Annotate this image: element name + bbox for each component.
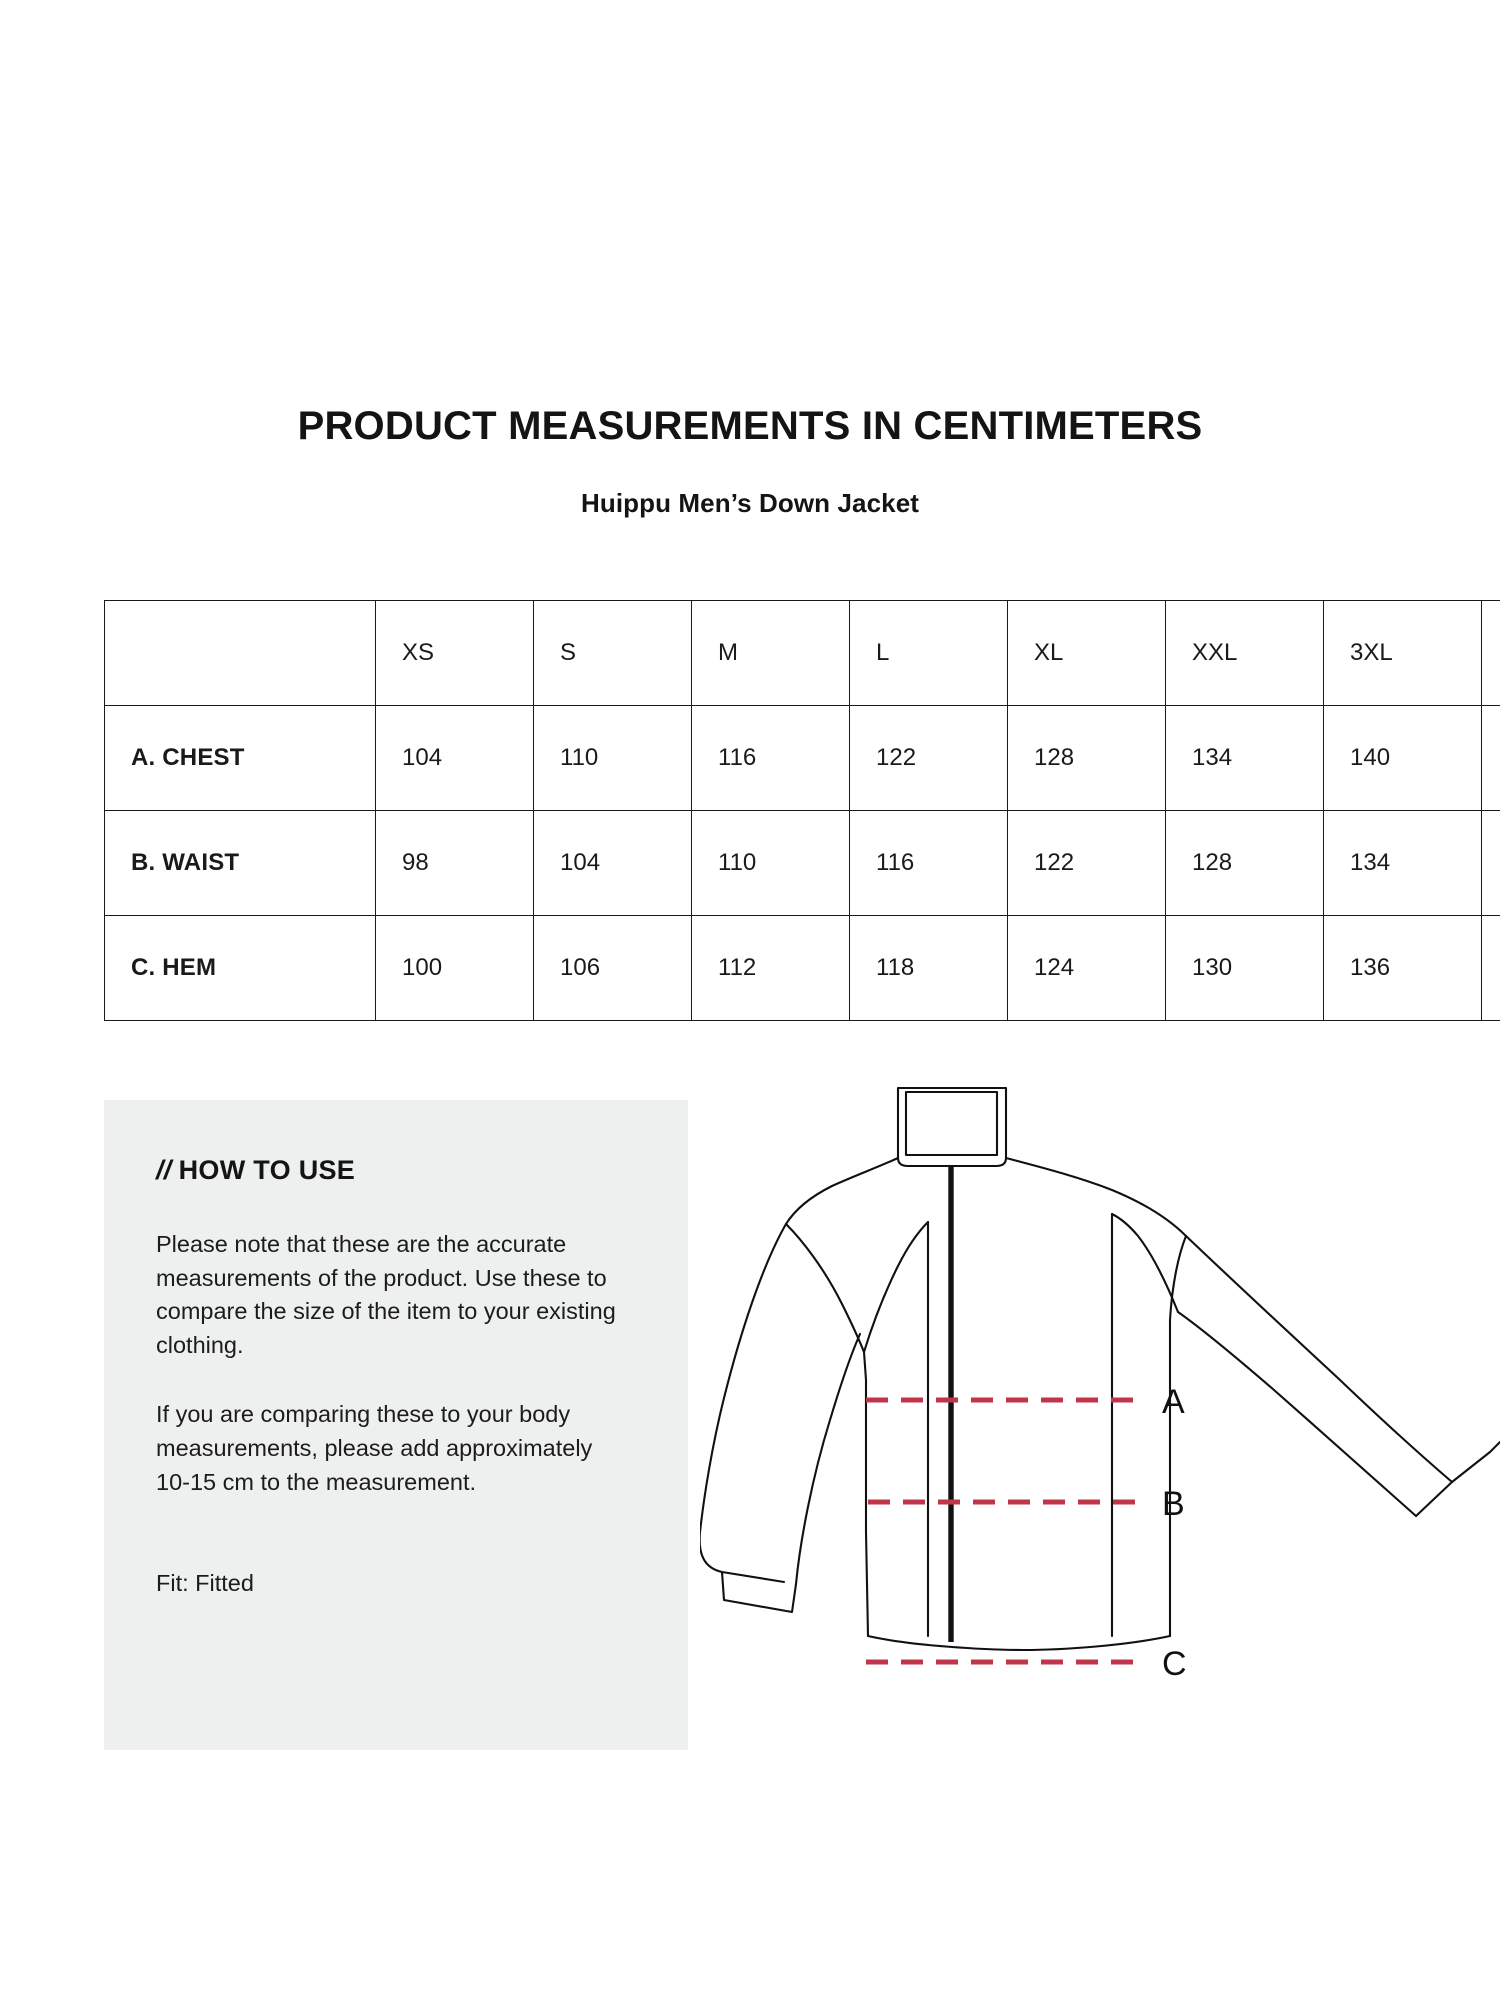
- row-label-hem: C. HEM: [104, 915, 376, 1021]
- cell-hem-3xl: 136: [1323, 915, 1482, 1021]
- cell-waist-s: 104: [533, 810, 692, 916]
- cell-hem-s: 106: [533, 915, 692, 1021]
- jacket-diagram: A B C: [700, 1080, 1500, 1780]
- column-header-xxl: XXL: [1165, 600, 1324, 706]
- cell-waist-4xl: 140: [1481, 810, 1500, 916]
- cell-waist-xs: 98: [375, 810, 534, 916]
- table-row: B. WAIST 98 104 110 116 122 128 134 140: [104, 810, 1500, 916]
- table-body: A. CHEST 104 110 116 122 128 134 140 146…: [104, 705, 1500, 1021]
- table-row: C. HEM 100 106 112 118 124 130 136 142: [104, 915, 1500, 1021]
- cell-chest-4xl: 146: [1481, 705, 1500, 811]
- table-header-row: XS S M L XL XXL 3XL 4XL: [104, 600, 1500, 706]
- how-to-use-heading: //HOW TO USE: [156, 1155, 632, 1186]
- cell-waist-xxl: 128: [1165, 810, 1324, 916]
- cell-waist-l: 116: [849, 810, 1008, 916]
- table-head: XS S M L XL XXL 3XL 4XL: [104, 600, 1500, 706]
- jacket-outline-icon: [700, 1086, 1500, 1652]
- product-name-subtitle: Huippu Men’s Down Jacket: [580, 488, 920, 518]
- cell-chest-s: 110: [533, 705, 692, 811]
- column-header-s: S: [533, 600, 692, 706]
- measurement-label-c: C: [1162, 1645, 1187, 1683]
- column-header-4xl: 4XL: [1481, 600, 1500, 706]
- row-label-waist: B. WAIST: [104, 810, 376, 916]
- column-header-xl: XL: [1007, 600, 1166, 706]
- cell-chest-xl: 128: [1007, 705, 1166, 811]
- measurement-label-b: B: [1162, 1485, 1185, 1523]
- table-row: A. CHEST 104 110 116 122 128 134 140 146: [104, 705, 1500, 811]
- cell-hem-l: 118: [849, 915, 1008, 1021]
- column-header-xs: XS: [375, 600, 534, 706]
- cell-chest-l: 122: [849, 705, 1008, 811]
- how-to-use-panel: //HOW TO USE Please note that these are …: [104, 1100, 688, 1750]
- page-title: PRODUCT MEASUREMENTS IN CENTIMETERS: [297, 404, 1203, 448]
- column-header-3xl: 3XL: [1323, 600, 1482, 706]
- cell-waist-3xl: 134: [1323, 810, 1482, 916]
- cell-chest-xxl: 134: [1165, 705, 1324, 811]
- cell-chest-3xl: 140: [1323, 705, 1482, 811]
- how-to-use-paragraph-1: Please note that these are the accurate …: [156, 1231, 616, 1358]
- measurements-table: XS S M L XL XXL 3XL 4XL A. CHEST 104 110…: [104, 600, 1500, 1021]
- table-corner-header: [104, 600, 376, 706]
- cell-hem-xxl: 130: [1165, 915, 1324, 1021]
- measurements-table-container: XS S M L XL XXL 3XL 4XL A. CHEST 104 110…: [104, 600, 1500, 1021]
- measurement-label-a: A: [1162, 1383, 1185, 1421]
- cell-waist-xl: 122: [1007, 810, 1166, 916]
- cell-hem-4xl: 142: [1481, 915, 1500, 1021]
- row-label-chest: A. CHEST: [104, 705, 376, 811]
- column-header-l: L: [849, 600, 1008, 706]
- cell-waist-m: 110: [691, 810, 850, 916]
- how-to-use-heading-label: HOW TO USE: [178, 1155, 356, 1185]
- cell-chest-m: 116: [691, 705, 850, 811]
- column-header-m: M: [691, 600, 850, 706]
- fit-description: Fit: Fitted: [156, 1570, 254, 1597]
- cell-hem-m: 112: [691, 915, 850, 1021]
- cell-hem-xl: 124: [1007, 915, 1166, 1021]
- cell-chest-xs: 104: [375, 705, 534, 811]
- how-to-use-paragraph-2: If you are comparing these to your body …: [156, 1401, 593, 1495]
- how-to-use-content: //HOW TO USE Please note that these are …: [104, 1100, 688, 1601]
- cell-hem-xs: 100: [375, 915, 534, 1021]
- double-slash-icon: //: [156, 1155, 172, 1185]
